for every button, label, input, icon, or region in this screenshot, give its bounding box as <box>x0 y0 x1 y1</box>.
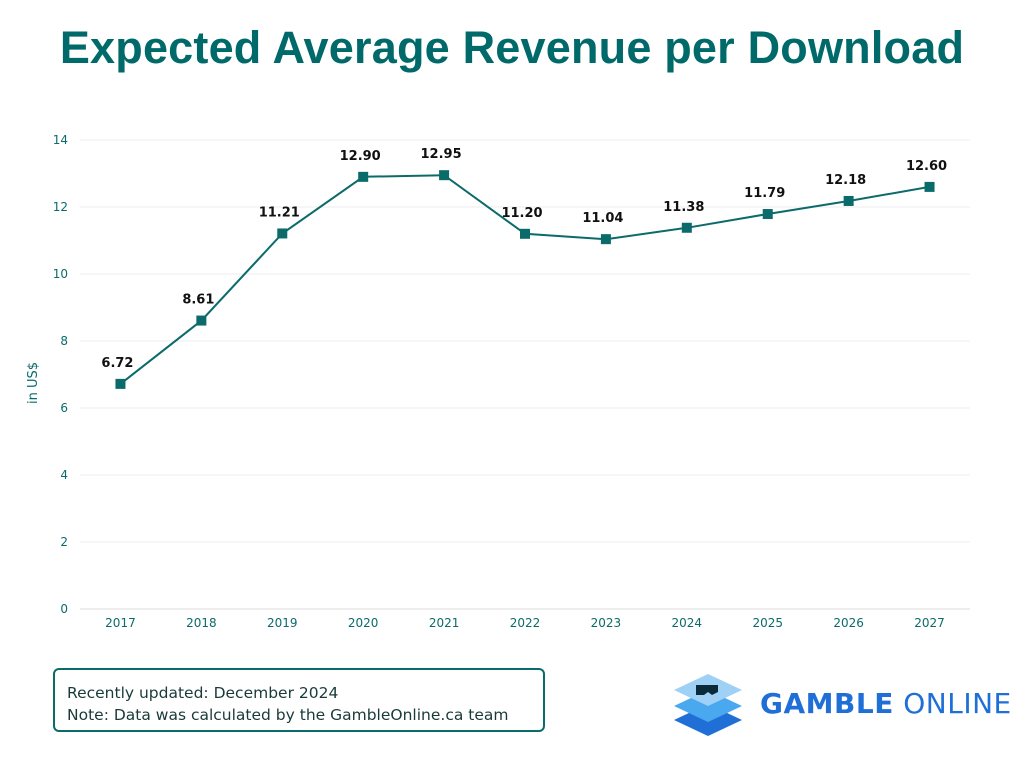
logo-word-gamble: GAMBLE <box>760 687 894 720</box>
data-label: 12.18 <box>825 173 866 188</box>
x-tick-label: 2019 <box>267 616 298 630</box>
data-label: 6.72 <box>101 356 133 371</box>
gamble-online-logo[interactable]: GAMBLE ONLINE <box>668 670 1011 740</box>
data-label: 12.90 <box>340 149 381 164</box>
y-tick-label: 14 <box>53 133 68 147</box>
data-label: 11.21 <box>259 205 300 220</box>
stacked-layers-logo-icon <box>674 674 742 736</box>
data-label: 11.20 <box>501 206 542 221</box>
y-tick-label: 10 <box>53 267 68 281</box>
updated-note: Recently updated: December 2024 <box>67 684 339 702</box>
gridlines <box>80 139 970 610</box>
x-axis-ticks: 2017 2018 2019 2020 2021 2022 2023 2024 2025 2026… <box>105 616 945 630</box>
data-label: 8.61 <box>182 293 214 308</box>
data-point-marker <box>843 195 854 206</box>
logo-word-online: ONLINE <box>903 687 1012 720</box>
x-tick-label: 2021 <box>429 616 460 630</box>
data-point-marker <box>358 171 369 182</box>
note-box: Recently updated: December 2024 Note: Da… <box>53 668 545 732</box>
data-label: 12.60 <box>906 159 947 174</box>
data-point-marker <box>520 228 530 239</box>
y-tick-label: 4 <box>60 468 68 482</box>
line-chart: 0 2 4 6 8 10 12 14 2017 2018 2019 2020 2021 2022 2023… <box>26 133 970 630</box>
y-tick-label: 2 <box>60 535 68 549</box>
x-tick-label: 2025 <box>752 616 783 630</box>
x-tick-label: 2024 <box>672 616 703 630</box>
data-label: 12.95 <box>421 147 462 162</box>
data-point-marker <box>924 181 935 192</box>
x-tick-label: 2020 <box>348 616 379 630</box>
x-tick-label: 2026 <box>833 616 864 630</box>
data-point-marker <box>196 315 207 326</box>
data-point-marker <box>681 222 692 233</box>
data-label: 11.79 <box>744 186 785 201</box>
y-axis-label: in US$ <box>26 362 41 404</box>
y-tick-label: 0 <box>60 602 68 616</box>
y-tick-label: 6 <box>60 401 68 415</box>
data-point-marker <box>277 228 288 239</box>
data-point-marker <box>600 234 611 245</box>
x-tick-label: 2017 <box>105 616 136 630</box>
data-point-marker <box>439 170 450 181</box>
x-tick-label: 2023 <box>591 616 622 630</box>
x-tick-label: 2022 <box>510 616 541 630</box>
logo-text: GAMBLE ONLINE <box>760 687 1012 720</box>
x-tick-label: 2027 <box>914 616 945 630</box>
x-tick-label: 2018 <box>186 616 217 630</box>
y-axis-ticks: 0 2 4 6 8 10 12 14 <box>53 133 68 616</box>
data-label: 11.38 <box>663 200 704 215</box>
chart-title: Expected Average Revenue per Download <box>59 22 965 73</box>
data-label: 11.04 <box>582 211 623 226</box>
data-point-marker <box>115 378 126 389</box>
source-note: Note: Data was calculated by the GambleO… <box>67 706 509 724</box>
y-tick-label: 8 <box>60 334 68 348</box>
data-labels: 6.72 8.61 11.21 12.90 12.95 11.20 11.04 11.38 11… <box>101 147 947 371</box>
series-markers <box>115 170 935 389</box>
y-tick-label: 12 <box>53 200 68 214</box>
data-point-marker <box>762 209 773 220</box>
